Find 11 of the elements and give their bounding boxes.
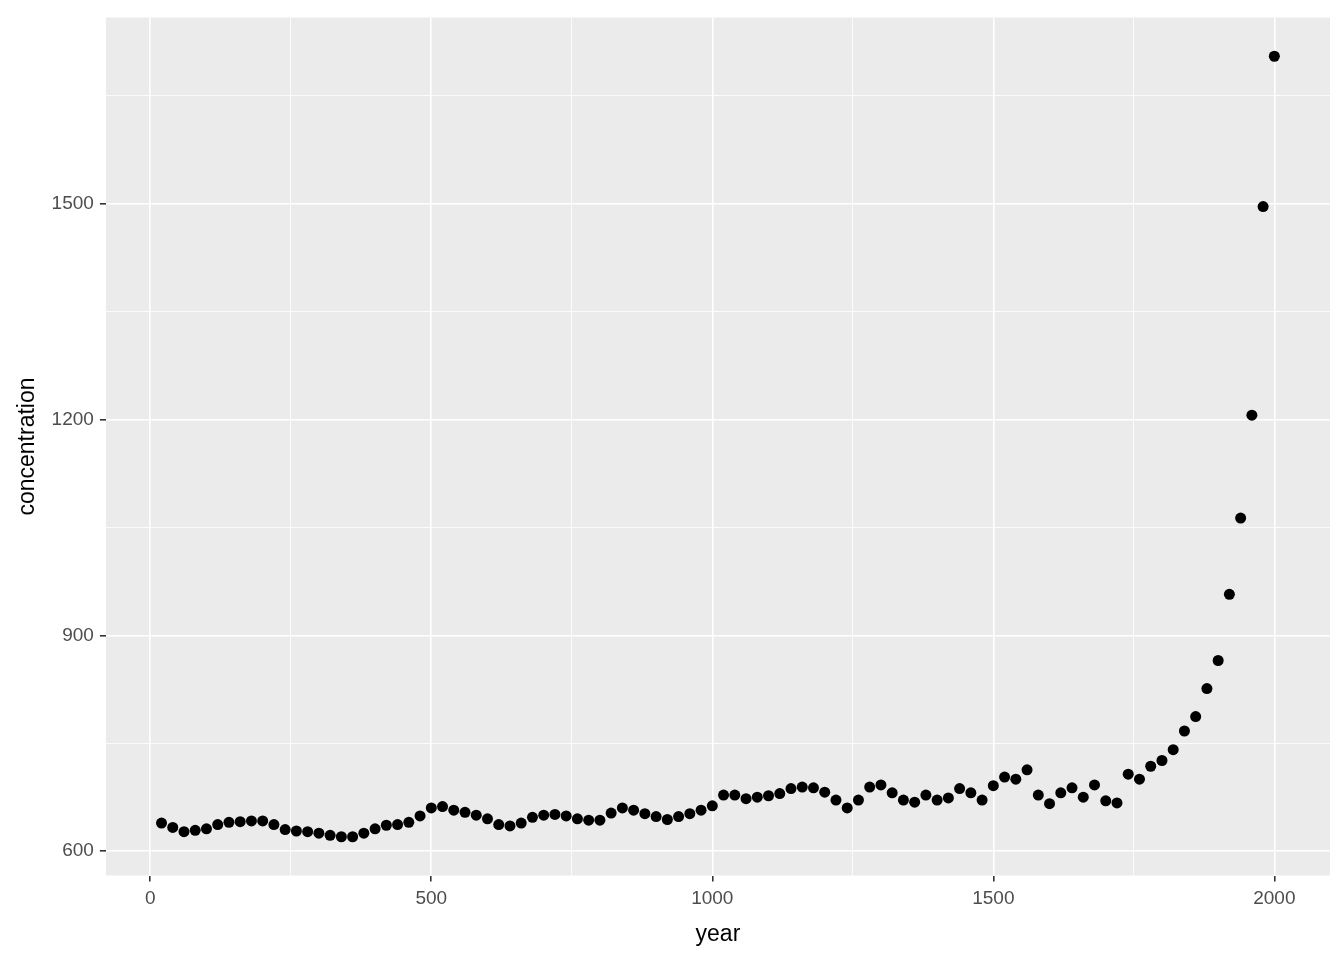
- y-axis-title: concentration: [13, 377, 40, 516]
- y-tick-label: 1500: [51, 191, 94, 213]
- x-tick-label: 1000: [691, 887, 734, 909]
- x-tick-label: 500: [415, 887, 448, 909]
- y-tick-label: 900: [62, 623, 94, 645]
- x-axis-title: year: [695, 919, 741, 946]
- x-tick-label: 0: [144, 887, 156, 909]
- y-tick-label: 1200: [51, 407, 94, 429]
- x-tick-label: 2000: [1253, 887, 1296, 909]
- x-tick-label: 1500: [972, 887, 1015, 909]
- y-tick-label: 600: [62, 839, 94, 861]
